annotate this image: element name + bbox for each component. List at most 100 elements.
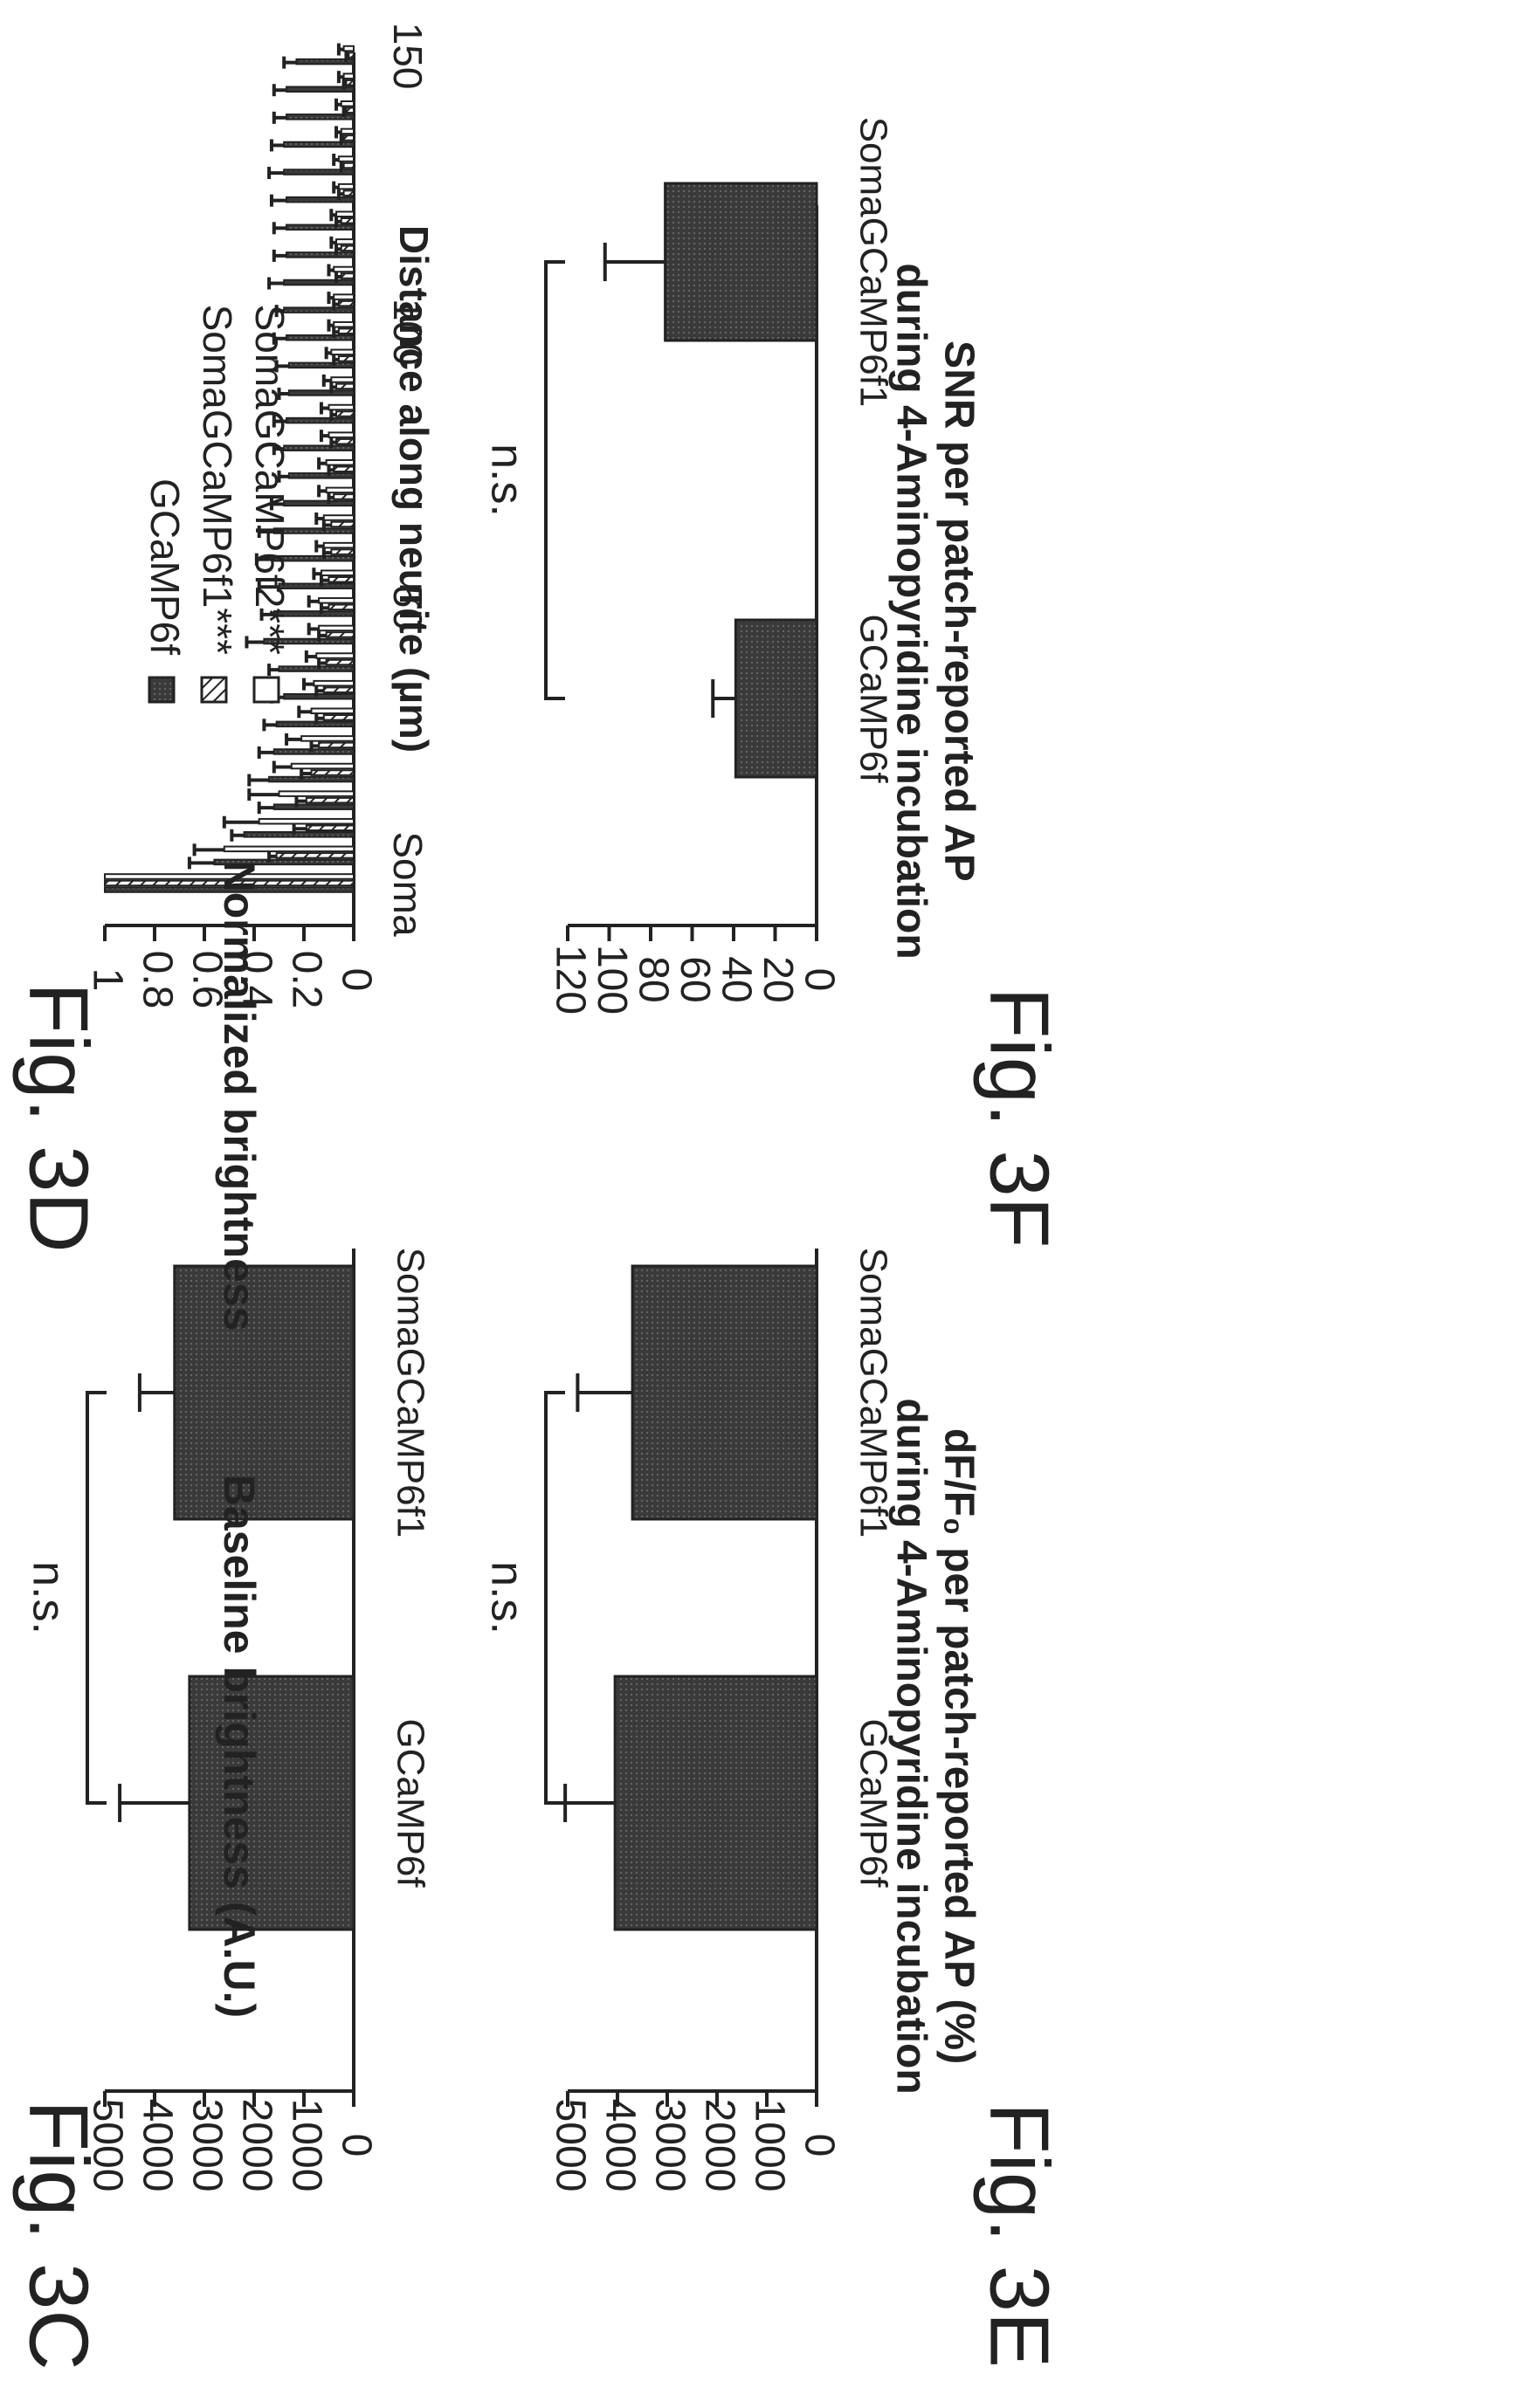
bar-d-0-17 — [286, 416, 355, 424]
value-tick-label-e-1: 1000 — [746, 2099, 792, 2192]
value-tick-label-f-3: 60 — [672, 956, 718, 1002]
bar-d-2-14 — [325, 486, 355, 494]
bar-d-1-27 — [342, 134, 355, 141]
bar-d-2-10 — [318, 597, 355, 604]
bar-d-2-3 — [278, 790, 355, 797]
chart-layer: 010002000300040005000GCaMP6fSomaGCaMP6f1… — [12, 23, 1066, 2370]
value-tick-label-c-1: 1000 — [283, 2099, 329, 2192]
bar-d-0-23 — [286, 251, 355, 258]
figure-label-e: Fig. 3E — [973, 2102, 1066, 2368]
figure-label-d: Fig. 3D — [12, 982, 106, 1252]
legend-label-d-1: SomaGCaMP6f1*** — [195, 305, 240, 655]
value-tick-label-d-3: 0.6 — [183, 951, 230, 1009]
bar-d-0-18 — [287, 389, 355, 396]
x-axis-title-d: Distance along neurite (µm) — [391, 225, 437, 753]
bar-c-1 — [173, 1264, 355, 1521]
value-tick-label-c-5: 5000 — [84, 2099, 130, 2192]
bar-d-0-15 — [287, 472, 355, 479]
bar-d-0-8 — [278, 665, 355, 672]
bar-d-1-0 — [104, 879, 355, 887]
significance-label-c: n.s. — [23, 1561, 73, 1634]
bar-d-1-16 — [335, 437, 355, 445]
bar-d-1-29 — [345, 79, 355, 86]
legend-label-d-0: GCaMP6f — [142, 478, 188, 655]
bar-d-1-17 — [335, 410, 355, 417]
bar-d-1-26 — [342, 162, 355, 169]
y-axis-title-e-line2: during 4-Aminopyridine incubation — [887, 1398, 934, 2094]
x-tick-label-d-1: 50 — [385, 586, 431, 630]
bar-d-1-9 — [325, 631, 355, 638]
y-axis-title-c: Baseline brightness (A.U.) — [215, 1475, 264, 2018]
bar-d-2-30 — [342, 45, 355, 52]
value-tick-label-f-6: 120 — [547, 945, 593, 1015]
value-tick-label-d-4: 0.8 — [134, 951, 180, 1009]
significance-label-f: n.s. — [481, 444, 532, 517]
bar-d-1-2 — [305, 824, 355, 832]
bar-d-0-0 — [104, 886, 355, 893]
bar-d-2-22 — [333, 265, 355, 273]
bar-d-1-4 — [310, 769, 355, 776]
value-tick-label-e-0: 0 — [796, 2134, 842, 2157]
bar-d-1-12 — [330, 548, 355, 555]
bar-d-1-23 — [340, 244, 355, 252]
figure-label-c: Fig. 3C — [12, 2100, 106, 2370]
bar-d-0-20 — [286, 334, 355, 341]
significance-label-e: n.s. — [481, 1561, 532, 1634]
bar-d-0-16 — [283, 444, 355, 451]
bar-d-2-13 — [322, 514, 355, 521]
value-tick-label-f-1: 20 — [755, 956, 801, 1002]
bar-d-0-4 — [268, 775, 355, 783]
bar-d-1-10 — [328, 603, 355, 611]
legend-label-d-2: SomaGCaMP6f2*** — [247, 305, 293, 655]
bar-d-1-5 — [318, 741, 355, 749]
bar-d-2-0 — [104, 873, 355, 880]
significance-bracket-f — [544, 260, 565, 700]
bar-d-2-25 — [337, 182, 355, 190]
value-tick-label-d-1: 0.2 — [283, 951, 329, 1009]
bar-d-0-7 — [283, 692, 355, 700]
y-axis-title-f-line2: during 4-Aminopyridine incubation — [887, 263, 934, 959]
value-tick-label-c-0: 0 — [333, 2134, 379, 2157]
bar-d-0-27 — [283, 141, 355, 148]
bar-e-1 — [631, 1264, 818, 1521]
category-label-c-0: GCaMP6f — [389, 1718, 431, 1888]
significance-bracket-e — [544, 1391, 565, 1805]
figure-label-f: Fig. 3F — [973, 987, 1066, 1249]
bar-d-2-29 — [342, 72, 355, 79]
bar-d-2-16 — [328, 431, 355, 438]
bar-d-1-8 — [325, 658, 355, 666]
category-label-f-0: GCaMP6f — [852, 614, 894, 783]
value-tick-label-c-3: 3000 — [183, 2099, 230, 2192]
bar-d-2-28 — [340, 100, 355, 107]
value-tick-label-f-0: 0 — [796, 968, 842, 992]
bar-d-0-21 — [283, 306, 355, 313]
bar-d-1-7 — [322, 686, 355, 693]
category-label-f-1: SomaGCaMP6f1 — [852, 117, 894, 408]
bar-d-0-22 — [283, 279, 355, 286]
bar-d-2-24 — [335, 210, 355, 217]
bar-e-0 — [613, 1675, 818, 1931]
value-tick-label-c-4: 4000 — [134, 2099, 180, 2192]
y-axis-title-d: Normalized brightness — [215, 861, 264, 1331]
bar-f-1 — [664, 182, 818, 342]
bar-d-1-24 — [340, 217, 355, 224]
value-tick-label-e-2: 2000 — [696, 2099, 742, 2192]
legend-swatch-d-1 — [200, 676, 228, 704]
bar-d-0-26 — [283, 169, 355, 175]
bar-d-2-20 — [333, 320, 355, 328]
bar-d-0-25 — [286, 196, 355, 203]
bar-d-2-17 — [328, 403, 355, 411]
category-label-c-1: SomaGCaMP6f1 — [389, 1248, 431, 1538]
value-tick-label-d-5: 1 — [84, 968, 130, 992]
bar-d-1-11 — [328, 575, 355, 583]
bar-d-1-21 — [337, 299, 355, 307]
bar-d-1-6 — [322, 714, 355, 721]
significance-bracket-c — [86, 1391, 107, 1805]
legend-swatch-d-2 — [252, 676, 280, 704]
bar-d-1-22 — [340, 272, 355, 279]
bar-d-1-13 — [330, 520, 355, 528]
bar-d-1-14 — [333, 493, 355, 500]
